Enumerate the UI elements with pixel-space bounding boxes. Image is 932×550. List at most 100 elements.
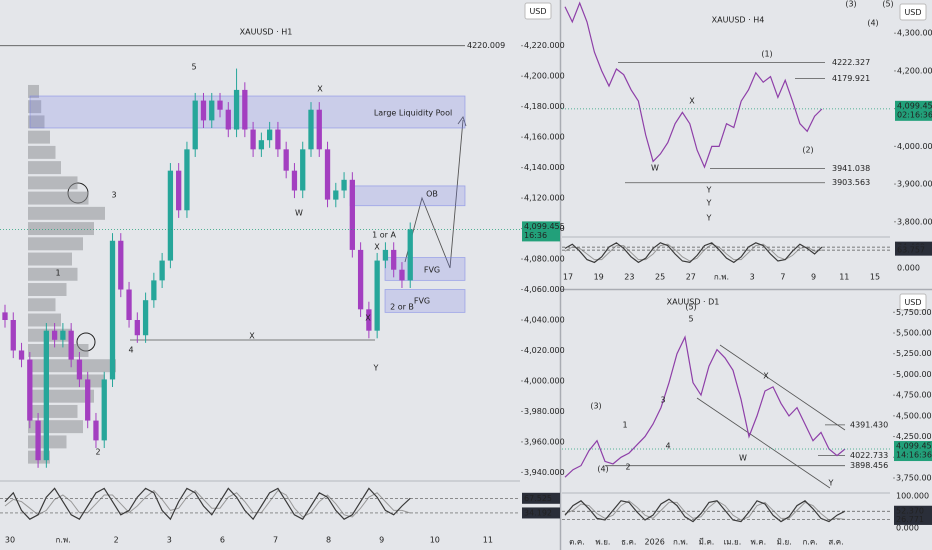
candle-body xyxy=(43,330,49,461)
wave-annotation: 4 xyxy=(128,346,133,355)
oscillator-tick-label: 0.000 xyxy=(897,264,920,273)
wave-annotation: Y xyxy=(828,479,834,488)
y-tick-label: 4,020.000 xyxy=(524,346,565,355)
volume-profile-bar xyxy=(28,313,61,327)
candle-body xyxy=(184,149,190,211)
volume-profile-bar xyxy=(28,237,83,251)
candle-body xyxy=(109,240,116,380)
oscillator-badge xyxy=(522,492,560,504)
y-tick-label: 4,200.000 xyxy=(524,72,565,81)
currency-label: USD xyxy=(904,298,921,307)
candle-body xyxy=(316,109,322,150)
wave-annotation: X xyxy=(374,243,380,252)
x-tick-label: ต.ค. xyxy=(569,538,585,547)
level-label: 3941.038 xyxy=(832,164,870,173)
zone-label: OB xyxy=(426,190,438,199)
wave-annotation: (4) xyxy=(867,19,878,28)
candle-body xyxy=(18,350,25,360)
x-tick-label: ธ.ค. xyxy=(621,538,636,547)
wave-annotation: 2 or B xyxy=(390,303,414,312)
x-tick-label: 10 xyxy=(430,536,440,545)
level-label: 4391.430 xyxy=(850,420,888,429)
y-tick-label: 4,500.000 xyxy=(896,411,932,420)
last-price-label: 4,099.455 xyxy=(896,442,932,451)
wave-annotation: 3 xyxy=(660,396,665,405)
y-tick-label: 4,750.000 xyxy=(896,391,932,400)
volume-profile-bar xyxy=(28,100,42,114)
x-tick-label: เม.ย. xyxy=(724,538,742,547)
candle-body xyxy=(308,109,314,150)
x-tick-label: 25 xyxy=(655,273,665,282)
last-price-label: 4,099.455 xyxy=(897,101,932,110)
candle-body xyxy=(341,179,347,191)
volume-profile-bar xyxy=(28,206,105,220)
candle-body xyxy=(225,109,231,130)
last-price-badge xyxy=(894,441,932,462)
candle-body xyxy=(366,309,372,331)
candle-body xyxy=(167,170,174,261)
countdown: 14:16:36 xyxy=(896,451,932,460)
y-tick-label: 4,180.000 xyxy=(524,102,565,111)
volume-profile-bar xyxy=(28,389,94,403)
x-tick-label: 3 xyxy=(750,273,755,282)
x-tick-label: 11 xyxy=(483,536,493,545)
y-tick-label: 4,300.000 xyxy=(897,29,932,38)
wave-annotation: (1) xyxy=(761,50,772,59)
zone-label: Large Liquidity Pool xyxy=(374,109,452,118)
projection-path xyxy=(404,119,464,269)
y-tick-label: 4,140.000 xyxy=(524,163,565,172)
x-tick-label: 7 xyxy=(273,536,278,545)
x-tick-label: 8 xyxy=(326,536,331,545)
y-tick-label: 4,000.000 xyxy=(897,142,932,151)
x-tick-label: 9 xyxy=(811,273,816,282)
chart-title: XAUUSD · H1 xyxy=(240,28,293,37)
wave-annotation: 4 xyxy=(665,442,670,451)
currency-box xyxy=(899,293,927,311)
candle-body xyxy=(2,312,8,320)
candle-body xyxy=(242,89,248,130)
oscillator-badge xyxy=(522,507,560,519)
volume-profile-bar xyxy=(28,359,116,373)
oscillator-badge-label: 67.525 xyxy=(524,494,552,503)
wave-annotation: 1 or A xyxy=(372,231,396,240)
candle-body xyxy=(27,359,33,421)
x-tick-label: พ.ย. xyxy=(595,538,610,547)
oscillator-badge xyxy=(894,513,932,525)
zone-label: FVG xyxy=(414,297,430,306)
volume-profile-bar xyxy=(28,283,67,296)
candle-body xyxy=(357,249,364,310)
y-tick-label: 5,750.000 xyxy=(896,308,932,317)
x-tick-label: ส.ค. xyxy=(828,538,843,547)
last-price-label: 4,099.455 xyxy=(524,222,565,231)
x-tick-label: 2 xyxy=(114,536,119,545)
countdown: 16:36 xyxy=(524,231,547,240)
wave-annotation: X xyxy=(763,372,769,381)
currency-box xyxy=(524,2,552,20)
volume-profile-bar xyxy=(28,130,50,144)
x-tick-label: 19 xyxy=(594,273,604,282)
y-tick-label: 4,200.000 xyxy=(897,66,932,75)
candle-body xyxy=(35,420,41,461)
oscillator-tick-label: 0.000 xyxy=(896,524,919,533)
volume-profile-bar xyxy=(28,374,105,388)
level-label: 4222.327 xyxy=(832,58,870,67)
wave-annotation: (5) xyxy=(685,303,696,312)
candle-body xyxy=(76,359,83,380)
candle-body xyxy=(324,149,331,200)
volume-profile-bar xyxy=(28,404,78,418)
wave-annotation: (5) xyxy=(882,0,893,9)
candle-body xyxy=(192,100,198,150)
candle-body xyxy=(151,280,157,301)
x-tick-label: 15 xyxy=(870,273,880,282)
candle-body xyxy=(250,129,256,150)
channel-line xyxy=(719,344,846,431)
wave-annotation: Y xyxy=(373,364,379,373)
level-label: 4179.921 xyxy=(832,74,870,83)
volume-profile-bar xyxy=(28,298,56,312)
wave-annotation: 2 xyxy=(625,463,630,472)
oscillator-badge-label: 26.771 xyxy=(896,515,924,524)
x-tick-label: ก.พ. xyxy=(673,538,688,547)
wave-annotation: 3 xyxy=(111,191,116,200)
candle-body xyxy=(399,269,405,281)
